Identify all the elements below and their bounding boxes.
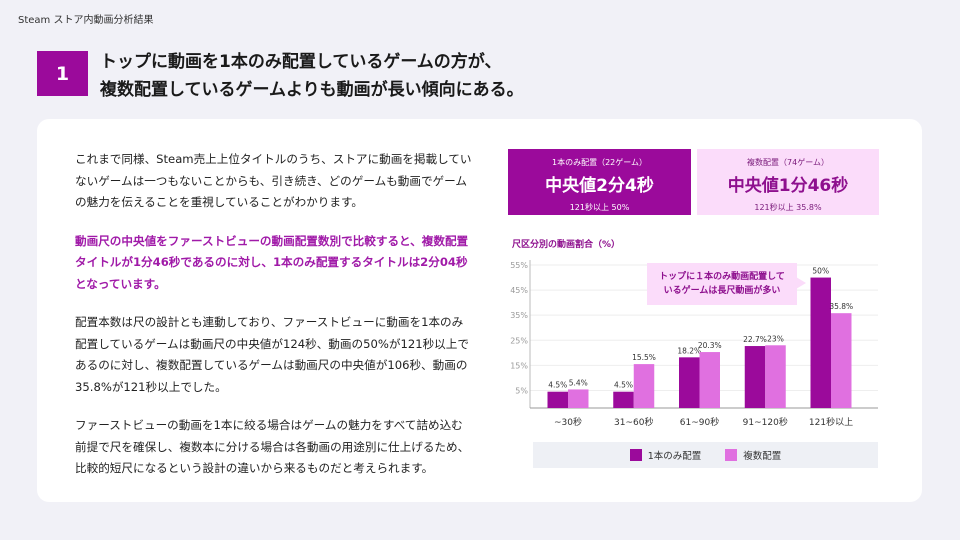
title-line: トップに動画を1本のみ配置しているゲームの方が、: [100, 52, 502, 72]
legend-swatch: [725, 449, 738, 461]
kpi-label: 複数配置（74ゲーム）: [747, 158, 829, 167]
body-text: これまで同様、Steam売上上位タイトルのうち、ストアに動画を掲載してい ないゲー…: [75, 149, 495, 497]
bar: [679, 357, 700, 408]
data-label: 15.5%: [632, 353, 656, 362]
paragraph: 配置本数は尺の設計とも連動しており、ファーストビューに動画を1本のみ 配置している…: [75, 315, 469, 394]
data-label: 22.7%: [743, 335, 767, 344]
paragraph: これまで同様、Steam売上上位タイトルのうち、ストアに動画を掲載してい ないゲー…: [75, 152, 472, 209]
data-label: 4.5%: [548, 381, 567, 390]
kpi-value: 中央値1分46秒: [727, 176, 849, 196]
kpi-sub: 121秒以上 35.8%: [754, 203, 822, 212]
kpi-multiple: 複数配置（74ゲーム） 中央値1分46秒 121秒以上 35.8%: [697, 149, 879, 215]
bar: [568, 389, 589, 408]
y-tick-label: 45%: [510, 286, 528, 295]
legend-item: 1本のみ配置: [629, 448, 701, 462]
y-tick-label: 5%: [515, 386, 528, 395]
bar: [613, 391, 634, 408]
x-tick-label: 61~90秒: [680, 416, 719, 428]
bar: [810, 277, 831, 408]
data-label: 23%: [767, 334, 784, 343]
kpi-sub: 121秒以上 50%: [569, 203, 630, 212]
kpi-label: 1本のみ配置（22ゲーム）: [551, 158, 648, 167]
chart-title: 尺区分別の動画割合（%）: [512, 240, 621, 250]
title-line: 複数配置しているゲームよりも動画が長い傾向にある。: [100, 80, 524, 100]
kpi-single: 1本のみ配置（22ゲーム） 中央値2分4秒 121秒以上 50%: [508, 149, 691, 215]
bar: [547, 391, 568, 408]
y-tick-label: 35%: [510, 311, 528, 320]
x-tick-label: ~30秒: [554, 416, 582, 428]
legend-swatch: [629, 449, 642, 461]
x-tick-label: 31~60秒: [614, 416, 653, 428]
page-title: トップに動画を1本のみ配置しているゲームの方が、 複数配置しているゲームよりも動…: [100, 48, 524, 104]
x-tick-label: 91~120秒: [743, 416, 788, 428]
bar: [765, 345, 786, 408]
paragraph: ファーストビューの動画を1本に絞る場合はゲームの魅力をすべて詰め込む 前提で尺を確…: [75, 418, 470, 475]
bar: [699, 352, 720, 408]
y-tick-label: 25%: [510, 336, 528, 345]
data-label: 20.3%: [698, 341, 722, 350]
x-tick-label: 121秒以上: [809, 416, 853, 428]
data-label: 5.4%: [569, 378, 588, 387]
page-header: Steam ストア内動画分析結果: [18, 15, 154, 26]
kpi-value: 中央値2分4秒: [545, 176, 654, 196]
data-label: 4.5%: [614, 381, 633, 390]
section-number: 1: [37, 51, 88, 96]
y-tick-label: 15%: [510, 361, 528, 370]
legend-item: 複数配置: [725, 448, 781, 462]
bar: [633, 364, 655, 408]
bar: [744, 346, 766, 408]
chart-annotation: トップに１本のみ動画配置して いるゲームは長尺動画が多い: [647, 263, 806, 305]
y-tick-label: 55%: [510, 261, 528, 270]
data-label: 50%: [812, 267, 829, 276]
highlight-paragraph: 動画尺の中央値をファーストビューの動画配置数別で比較すると、複数配置 タイトルが1…: [75, 233, 469, 291]
data-label: 18.2%: [677, 346, 701, 355]
data-label: 35.8%: [829, 302, 853, 311]
chart-legend: 1本のみ配置 複数配置: [533, 442, 878, 468]
bar: [831, 313, 852, 408]
